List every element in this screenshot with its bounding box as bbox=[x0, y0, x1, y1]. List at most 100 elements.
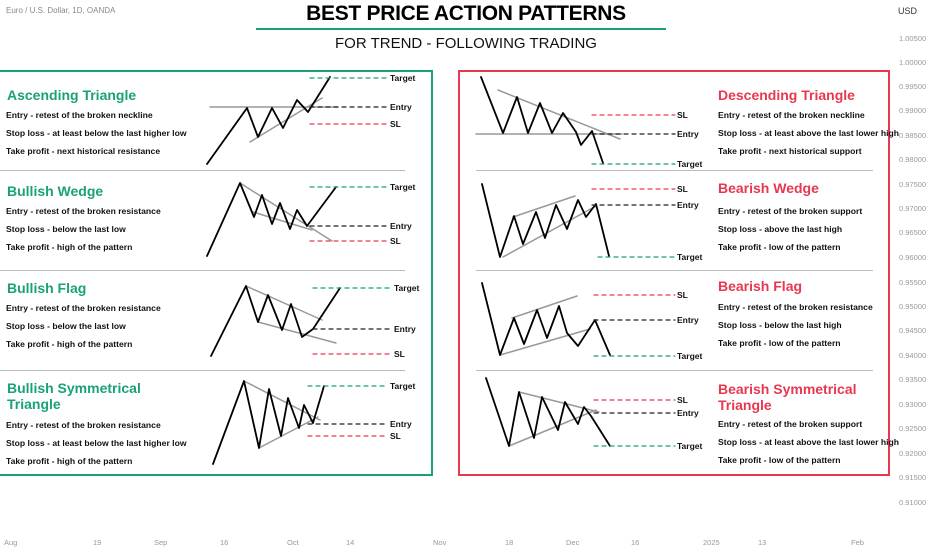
divider bbox=[0, 270, 405, 271]
price-tick: 0.91500 bbox=[899, 473, 927, 482]
target-label: Target bbox=[677, 351, 703, 361]
stop-loss-rule: Stop loss - below the last high bbox=[718, 320, 842, 330]
sl-label: SL bbox=[394, 349, 405, 359]
entry-rule: Entry - retest of the broken neckline bbox=[718, 110, 865, 120]
support-line bbox=[502, 205, 597, 258]
time-tick: Dec bbox=[566, 538, 580, 547]
bullish-symmetrical-triangle-diagram bbox=[212, 380, 389, 465]
divider bbox=[0, 370, 405, 371]
price-tick: 0.98500 bbox=[899, 131, 927, 140]
bearish-flag-diagram bbox=[481, 282, 676, 357]
descending-triangle-diagram bbox=[475, 76, 676, 165]
stop-loss-rule: Stop loss - at least above the last lowe… bbox=[718, 128, 899, 138]
pattern-description: Entry - retest of the broken resistance … bbox=[6, 299, 161, 353]
sl-label: SL bbox=[677, 290, 688, 300]
divider bbox=[476, 370, 873, 371]
stop-loss-rule: Stop loss - at least above the last lowe… bbox=[718, 437, 899, 447]
bearish-wedge-diagram bbox=[481, 183, 676, 258]
bullish-wedge-diagram bbox=[206, 182, 389, 257]
entry-rule: Entry - retest of the broken resistance bbox=[6, 303, 161, 313]
divider bbox=[476, 270, 873, 271]
title-line: Triangle bbox=[7, 396, 61, 412]
time-tick: Oct bbox=[287, 538, 299, 547]
take-profit-rule: Take profit - low of the pattern bbox=[718, 242, 841, 252]
entry-label: Entry bbox=[390, 221, 412, 231]
bullish-flag-diagram bbox=[210, 285, 393, 357]
stop-loss-rule: Stop loss - below the last low bbox=[6, 224, 126, 234]
take-profit-rule: Take profit - low of the pattern bbox=[718, 455, 841, 465]
take-profit-rule: Take profit - high of the pattern bbox=[6, 242, 133, 252]
price-tick: 1.00500 bbox=[899, 34, 927, 43]
entry-rule: Entry - retest of the broken neckline bbox=[6, 110, 153, 120]
pattern-title-descending-triangle: Descending Triangle bbox=[718, 87, 855, 103]
entry-rule: Entry - retest of the broken resistance bbox=[718, 302, 873, 312]
support-line bbox=[499, 328, 591, 356]
price-tick: 0.97000 bbox=[899, 204, 927, 213]
sl-label: SL bbox=[390, 236, 401, 246]
time-tick: 13 bbox=[758, 538, 767, 547]
entry-rule: Entry - retest of the broken support bbox=[718, 206, 863, 216]
stop-loss-rule: Stop loss - at least below the last high… bbox=[6, 128, 187, 138]
price-tick: 1.00000 bbox=[899, 58, 927, 67]
resistance-line bbox=[511, 295, 578, 319]
price-tick: 0.96500 bbox=[899, 228, 927, 237]
resistance-line bbox=[497, 89, 621, 140]
time-tick: 19 bbox=[93, 538, 102, 547]
resistance-line bbox=[239, 182, 333, 242]
title-line: Bearish Symmetrical bbox=[718, 381, 857, 397]
divider bbox=[0, 170, 405, 171]
target-label: Target bbox=[390, 381, 416, 391]
time-tick: 16 bbox=[220, 538, 229, 547]
pattern-title-bearish-wedge: Bearish Wedge bbox=[718, 180, 819, 196]
time-tick: Sep bbox=[154, 538, 168, 547]
page-subtitle: FOR TREND - FOLLOWING TRADING bbox=[335, 35, 597, 52]
price-tick: 0.99000 bbox=[899, 106, 927, 115]
take-profit-rule: Take profit - next historical support bbox=[718, 146, 862, 156]
entry-rule: Entry - retest of the broken resistance bbox=[6, 206, 161, 216]
page-title: BEST PRICE ACTION PATTERNS bbox=[306, 2, 626, 25]
sl-label: SL bbox=[677, 184, 688, 194]
time-tick: Nov bbox=[433, 538, 447, 547]
support-line bbox=[257, 321, 337, 344]
entry-rule: Entry - retest of the broken support bbox=[718, 419, 863, 429]
take-profit-rule: Take profit - low of the pattern bbox=[718, 338, 841, 348]
ascending-triangle-diagram bbox=[206, 76, 389, 165]
price-line bbox=[481, 282, 611, 356]
price-line bbox=[206, 76, 331, 165]
pattern-description: Entry - retest of the broken support Sto… bbox=[718, 415, 899, 469]
sl-label: SL bbox=[390, 431, 401, 441]
pattern-title-bearish-symmetrical-triangle: Bearish Symmetrical Triangle bbox=[718, 381, 857, 413]
bullish-patterns-panel bbox=[0, 70, 433, 476]
price-tick: 0.93000 bbox=[899, 400, 927, 409]
price-line bbox=[485, 377, 611, 447]
price-line bbox=[481, 183, 610, 258]
pattern-title-bearish-flag: Bearish Flag bbox=[718, 278, 803, 294]
support-line bbox=[508, 409, 597, 447]
price-tick: 0.99500 bbox=[899, 82, 927, 91]
divider bbox=[476, 170, 873, 171]
pattern-title-bullish-flag: Bullish Flag bbox=[7, 280, 87, 296]
time-tick: Aug bbox=[4, 538, 18, 547]
price-line bbox=[206, 182, 337, 257]
bearish-symmetrical-triangle-diagram bbox=[485, 377, 676, 447]
target-label: Target bbox=[677, 252, 703, 262]
target-label: Target bbox=[390, 73, 416, 83]
time-tick: 14 bbox=[346, 538, 355, 547]
price-axis[interactable]: 1.00500 1.00000 0.99500 0.99000 0.98500 … bbox=[893, 30, 932, 520]
pattern-description: Entry - retest of the broken resistance … bbox=[6, 416, 187, 470]
pattern-description: Entry - retest of the broken resistance … bbox=[718, 298, 873, 352]
entry-label: Entry bbox=[390, 102, 412, 112]
price-tick: 0.95000 bbox=[899, 302, 927, 311]
price-tick: 0.91000 bbox=[899, 498, 927, 507]
time-tick: 2025 bbox=[703, 538, 720, 547]
resistance-line bbox=[245, 285, 323, 321]
price-tick: 0.93500 bbox=[899, 375, 927, 384]
price-tick: 0.92000 bbox=[899, 449, 927, 458]
pattern-title-ascending-triangle: Ascending Triangle bbox=[7, 87, 137, 103]
pattern-description: Entry - retest of the broken neckline St… bbox=[6, 106, 187, 160]
target-label: Target bbox=[677, 159, 703, 169]
currency-label[interactable]: USD bbox=[898, 6, 918, 16]
stop-loss-rule: Stop loss - below the last low bbox=[6, 321, 126, 331]
price-line bbox=[210, 285, 341, 357]
